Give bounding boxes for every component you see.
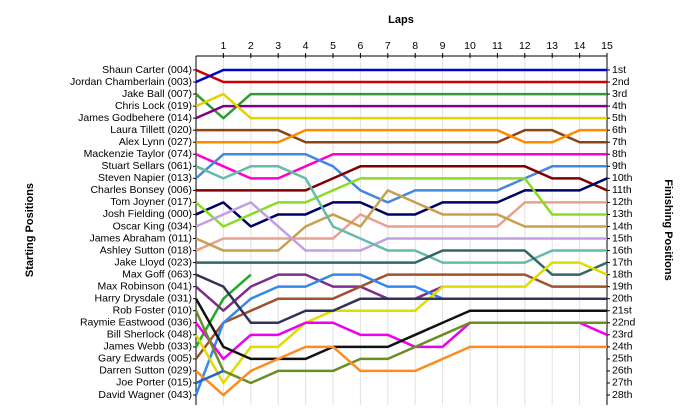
driver-line (195, 165, 607, 264)
finishing-label: 14th (612, 220, 633, 232)
finishing-label: 13th (612, 208, 633, 220)
driver-line (196, 128, 607, 144)
driver-line (194, 298, 607, 361)
x-tick-label: 6 (357, 40, 363, 52)
x-tick-label: 14 (574, 40, 586, 52)
driver-label: Raymie Eastwood (036) (80, 317, 192, 329)
finishing-label: 4th (612, 100, 627, 112)
driver-line (194, 261, 608, 385)
x-tick-label: 12 (519, 40, 531, 52)
finishing-label: 16th (612, 244, 633, 256)
x-tick-label: 4 (303, 40, 309, 52)
finishing-label: 18th (612, 268, 633, 280)
y2-axis-title: Finishing Positions (662, 179, 674, 280)
driver-line (196, 165, 608, 192)
finishing-label: 1st (612, 64, 626, 76)
driver-label: Joe Porter (015) (116, 377, 192, 389)
x-tick-label: 7 (385, 40, 391, 52)
x-tick-label: 15 (601, 40, 613, 52)
finishing-label: 8th (612, 148, 627, 160)
finishing-label: 12th (612, 196, 633, 208)
x-tick-label: 9 (440, 40, 446, 52)
driver-line (195, 92, 607, 120)
driver-label: Laura Tillett (020) (110, 124, 192, 136)
finishing-label: 11th (612, 184, 632, 196)
x-tick-label: 8 (412, 40, 418, 52)
driver-line (195, 68, 607, 84)
driver-line (195, 273, 607, 360)
x-tick-label: 2 (248, 40, 254, 52)
driver-line (195, 345, 607, 397)
finishing-label: 17th (612, 256, 633, 268)
driver-label: Jake Ball (007) (122, 88, 192, 100)
driver-line (195, 92, 607, 120)
driver-label: Jordan Chamberlain (003) (70, 76, 192, 88)
driver-label: Stuart Sellars (061) (102, 160, 192, 172)
driver-line (195, 104, 607, 120)
driver-line (195, 273, 607, 325)
finishing-label: 20th (612, 292, 633, 304)
driver-label: David Wagner (043) (98, 389, 192, 401)
driver-line (195, 189, 607, 252)
driver-label: Tom Joyner (017) (110, 196, 192, 208)
finishing-label: 25th (612, 353, 633, 365)
x-tick-label: 3 (275, 40, 281, 52)
driver-label: Max Robinson (041) (97, 280, 192, 292)
driver-label: Alex Lynn (027) (119, 136, 192, 148)
finishing-label: 27th (612, 377, 633, 389)
finishing-label: 6th (612, 124, 627, 136)
finishing-label: 26th (612, 365, 633, 377)
finishing-label: 23rd (612, 329, 633, 341)
driver-label: Harry Drysdale (031) (95, 292, 192, 304)
finishing-label: 7th (612, 136, 627, 148)
driver-line (196, 249, 608, 276)
finishing-label: 22nd (612, 317, 636, 329)
driver-line (195, 68, 607, 84)
driver-line (195, 177, 608, 228)
x-tick-label: 13 (546, 40, 558, 52)
driver-line (195, 177, 607, 228)
finishing-label: 21st (612, 305, 632, 317)
driver-line (195, 369, 224, 385)
finishing-label: 10th (612, 172, 633, 184)
x-tick-label: 5 (330, 40, 336, 52)
x-tick-label: 1 (220, 40, 226, 52)
driver-line (195, 201, 607, 252)
driver-line (195, 153, 607, 180)
finishing-label: 28th (612, 389, 633, 401)
finishing-label: 5th (612, 112, 627, 124)
driver-label: Rob Foster (010) (113, 305, 192, 317)
finishing-label: 19th (612, 280, 633, 292)
driver-line (194, 310, 607, 385)
finishing-label: 3rd (612, 88, 627, 100)
finishing-label: 15th (612, 232, 633, 244)
driver-label: Gary Edwards (005) (98, 353, 192, 365)
driver-line (195, 201, 607, 252)
driver-line (194, 273, 444, 396)
driver-label: Ashley Sutton (018) (100, 244, 192, 256)
driver-label: Shaun Carter (004) (102, 64, 192, 76)
driver-label: Josh Fielding (000) (103, 208, 192, 220)
finishing-label: 9th (612, 160, 627, 172)
driver-label: James Webb (033) (103, 341, 192, 353)
driver-label: Max Goff (063) (122, 268, 192, 280)
y-axis-title: Starting Positions (24, 183, 36, 277)
driver-label: James Godbehere (014) (78, 112, 192, 124)
finishing-label: 2nd (612, 76, 630, 88)
driver-label: Bill Sherlock (048) (107, 329, 192, 341)
driver-label: Jake Lloyd (023) (114, 256, 192, 268)
x-tick-label: 10 (464, 40, 476, 52)
chart-title: Laps (388, 14, 414, 26)
driver-label: Chris Lock (019) (115, 100, 192, 112)
driver-label: James Abraham (011) (89, 232, 192, 244)
driver-label: Darren Sutton (029) (99, 365, 192, 377)
driver-label: Oscar King (034) (113, 220, 192, 232)
driver-label: Charles Bonsey (006) (90, 184, 192, 196)
driver-label: Mackenzie Taylor (074) (84, 148, 192, 160)
finishing-label: 24th (612, 341, 633, 353)
driver-line (196, 128, 607, 144)
x-tick-label: 11 (492, 40, 503, 52)
driver-label: Steven Napier (013) (98, 172, 192, 184)
